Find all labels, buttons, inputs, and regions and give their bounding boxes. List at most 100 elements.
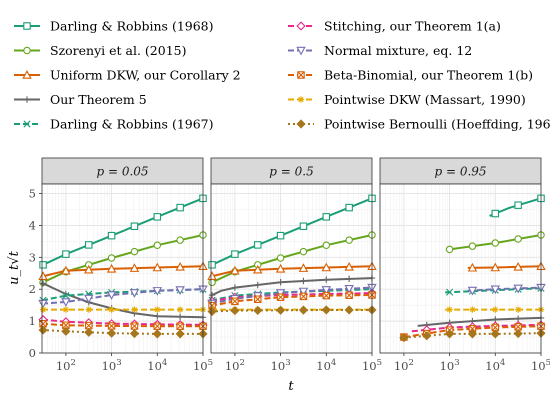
legend-marker-icon <box>297 96 305 103</box>
panel-strip <box>379 157 542 185</box>
series-marker-icon <box>491 209 500 218</box>
series-marker-icon <box>344 284 354 294</box>
x-tick-label: 105 <box>531 358 550 373</box>
series-marker-icon <box>491 239 500 247</box>
series-uniform-dkw-our-corollary-2 <box>38 261 208 280</box>
series-marker-icon <box>176 306 184 313</box>
legend-label: Beta-Binomial, our Theorem 1(b) <box>324 68 533 83</box>
x-axis-ticks: 102 103 104 105 <box>394 353 550 373</box>
x-tick-label: 102 <box>56 358 76 373</box>
series-marker-icon <box>322 291 331 300</box>
legend-item-our-theorem-5: Our Theorem 5 <box>14 92 147 107</box>
series-marker-icon <box>422 331 432 341</box>
series-marker-icon <box>176 313 184 321</box>
panel-strip <box>41 157 204 185</box>
series-marker-icon <box>513 261 523 271</box>
series-marker-icon <box>231 284 239 291</box>
series-marker-icon <box>130 222 139 231</box>
series-marker-icon <box>62 250 70 258</box>
series-marker-icon <box>254 281 261 289</box>
series-marker-icon <box>61 265 71 275</box>
series-marker-icon <box>207 306 217 317</box>
x-tick-label: 102 <box>225 358 245 373</box>
series-marker-icon <box>108 306 115 313</box>
legend-label: Darling & Robbins (1968) <box>50 19 214 34</box>
series-marker-icon <box>321 262 332 272</box>
legend-label: Szorenyi et al. (2015) <box>50 43 187 58</box>
series-marker-icon <box>107 328 117 338</box>
panel-title: p = 0.05 <box>96 165 148 179</box>
series-marker-icon <box>230 306 240 316</box>
series-marker-icon <box>152 262 163 272</box>
legend-label: Pointwise Bernoulli (Hoeffding, 1963) <box>324 117 550 132</box>
series-our-theorem-5 <box>208 274 376 299</box>
series-marker-icon <box>62 292 70 300</box>
series-marker-icon <box>323 276 330 283</box>
x-axis-ticks: 102 103 104 105 <box>225 353 382 373</box>
series-marker-icon <box>298 263 309 272</box>
series-marker-icon <box>84 327 94 337</box>
series-marker-icon <box>298 287 309 297</box>
series-marker-icon <box>321 286 332 295</box>
series-marker-icon <box>129 289 140 298</box>
legend-marker-icon <box>23 96 31 103</box>
series-pointwise-dkw-massart-1990 <box>445 306 545 313</box>
series-marker-icon <box>84 241 93 249</box>
series-marker-icon <box>175 329 185 339</box>
y-axis-ticks: 0 1 2 3 4 5 <box>29 187 42 360</box>
series-normal-mixture-eq-12 <box>467 283 546 296</box>
series-pointwise-bernoulli-hoeffding-1963 <box>38 325 208 339</box>
series-line <box>210 288 373 302</box>
y-tick-label: 5 <box>29 187 36 201</box>
series-marker-icon <box>344 261 354 271</box>
series-marker-icon <box>38 271 48 280</box>
series-marker-icon <box>490 285 501 295</box>
series-marker-icon <box>154 313 161 320</box>
legend-label: Darling & Robbins (1967) <box>50 117 214 132</box>
series-marker-icon <box>85 306 92 313</box>
panel-title: p = 0.5 <box>269 165 313 179</box>
legend-marker-icon <box>23 46 31 55</box>
y-axis-title: u_t√t <box>7 250 22 284</box>
series-marker-icon <box>276 254 285 262</box>
panel-series <box>399 194 546 343</box>
x-tick-label: 104 <box>485 358 505 373</box>
legend-item-normal-mixture-eq-12: Normal mixture, eq. 12 <box>288 43 472 58</box>
legend: Darling & Robbins (1968) Szorenyi et al. … <box>14 19 550 132</box>
x-tick-label: 102 <box>394 358 414 373</box>
series-marker-icon <box>131 306 138 313</box>
series-line <box>41 288 204 305</box>
series-marker-icon <box>231 250 239 258</box>
legend-item-darling-robbins-1968: Darling & Robbins (1968) <box>14 19 214 34</box>
series-uniform-dkw-our-corollary-2 <box>207 261 377 280</box>
series-marker-icon <box>514 235 522 243</box>
x-tick-label: 104 <box>147 358 167 373</box>
series-marker-icon <box>276 305 286 315</box>
legend-item-beta-binomial-our-theorem-1-b: Beta-Binomial, our Theorem 1(b) <box>288 68 533 83</box>
series-marker-icon <box>152 329 162 339</box>
series-marker-icon <box>276 231 285 240</box>
series-marker-icon <box>322 241 331 249</box>
series-marker-icon <box>176 322 184 330</box>
series-marker-icon <box>107 254 116 262</box>
series-szorenyi-et-al-2015 <box>445 231 545 254</box>
series-marker-icon <box>345 203 353 212</box>
series-line <box>41 329 203 335</box>
series-marker-icon <box>208 278 216 287</box>
series-marker-icon <box>467 286 478 296</box>
series-marker-icon <box>175 286 185 295</box>
series-marker-icon <box>321 305 331 315</box>
series-marker-icon <box>468 242 477 250</box>
series-line <box>41 281 204 319</box>
series-line <box>41 322 203 328</box>
legend-label: Uniform DKW, our Corollary 2 <box>50 68 241 83</box>
series-marker-icon <box>399 333 409 343</box>
series-marker-icon <box>514 201 522 209</box>
series-marker-icon <box>446 306 453 313</box>
y-tick-label: 1 <box>29 314 36 328</box>
series-marker-icon <box>446 288 454 296</box>
series-marker-icon <box>253 305 263 316</box>
series-marker-icon <box>299 292 308 301</box>
legend-label: Stitching, our Theorem 1(a) <box>324 19 501 34</box>
